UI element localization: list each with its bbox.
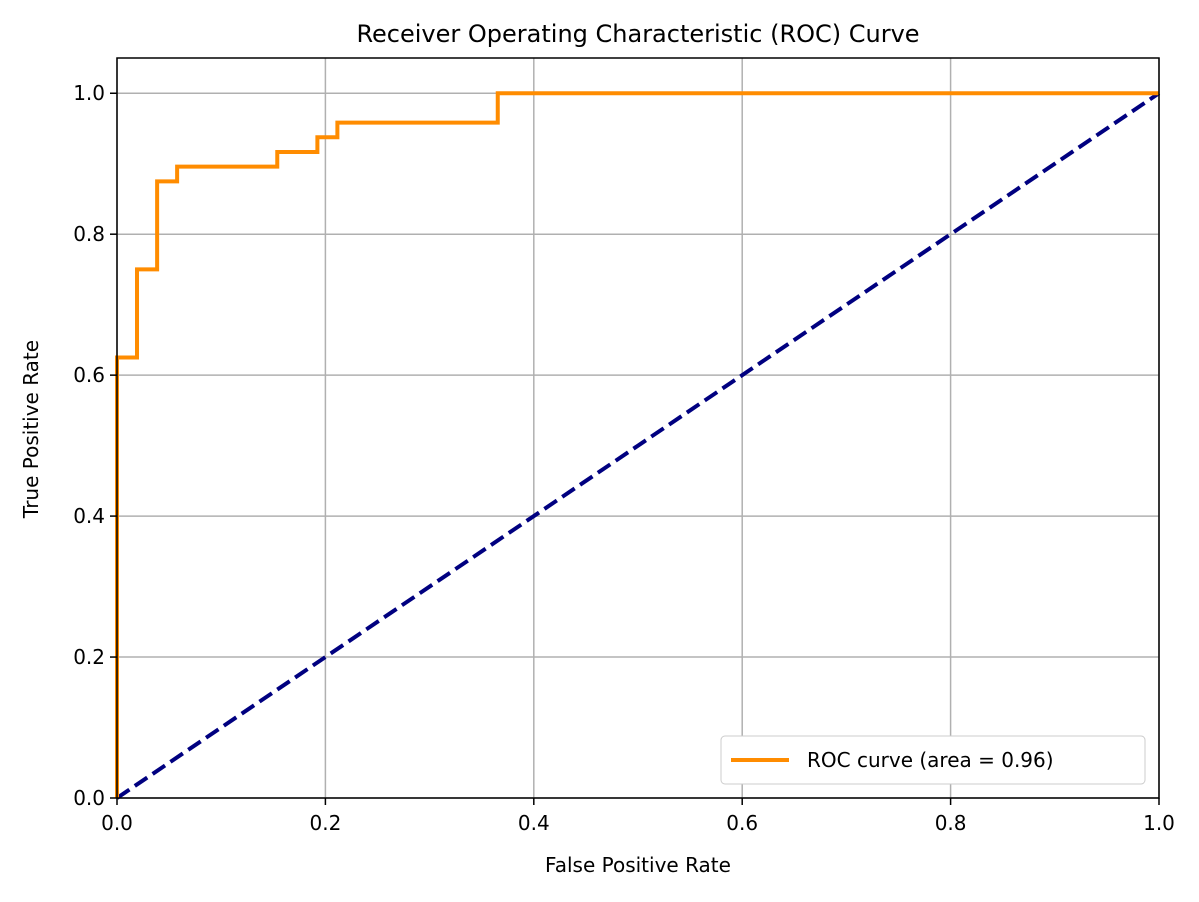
- x-tick-label: 0.6: [726, 811, 758, 835]
- x-tick-label: 0.2: [309, 811, 341, 835]
- y-tick-label: 0.4: [73, 504, 105, 528]
- x-tick-label: 0.8: [935, 811, 967, 835]
- x-axis-label: False Positive Rate: [545, 853, 731, 877]
- grid-layer: [116, 58, 1160, 799]
- series-layer: [115, 91, 1161, 800]
- tick-layer: 0.0 0.2 0.4 0.6 0.8 1.0 0.0 0.2 0.4 0.6 0.8 1.0: [73, 81, 1175, 835]
- chart-title: Receiver Operating Characteristic (ROC) …: [356, 20, 919, 48]
- y-tick-label: 0.6: [73, 363, 105, 387]
- plot-frame: [116, 57, 1160, 799]
- y-tick-label: 0.8: [73, 222, 105, 246]
- x-tick-label: 0.0: [101, 811, 133, 835]
- y-tick-label: 0.2: [73, 645, 105, 669]
- x-tick-label: 1.0: [1143, 811, 1175, 835]
- y-axis-label: True Positive Rate: [19, 340, 43, 519]
- legend: ROC curve (area = 0.96): [720, 735, 1146, 785]
- chance-diagonal-line: [115, 91, 1161, 800]
- roc-curve-line: [115, 91, 1159, 798]
- x-tick-label: 0.4: [518, 811, 550, 835]
- legend-box: [720, 735, 1146, 785]
- y-tick-label: 1.0: [73, 81, 105, 105]
- legend-label-roc-curve: ROC curve (area = 0.96): [807, 748, 1054, 772]
- y-tick-label: 0.0: [73, 786, 105, 810]
